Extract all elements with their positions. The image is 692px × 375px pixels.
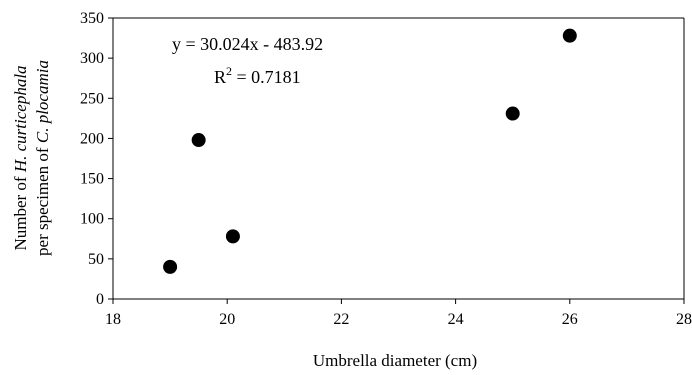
y-tick-label: 300 — [80, 50, 104, 67]
regression-equation: y = 30.024x - 483.92 — [172, 34, 323, 54]
r-squared-value: = 0.7181 — [232, 67, 301, 87]
data-point — [163, 259, 178, 274]
data-points — [163, 28, 577, 274]
y-tick-label: 50 — [88, 251, 104, 268]
x-axis-title: Umbrella diameter (cm) — [313, 351, 477, 370]
data-point — [562, 28, 577, 43]
r-squared: R2 = 0.7181 — [214, 64, 301, 87]
y-tick-label: 200 — [80, 130, 104, 147]
y-tick-label: 250 — [80, 90, 104, 107]
data-point — [225, 229, 240, 244]
y-axis-title-line2-text: per specimen of — [33, 143, 52, 256]
y-axis-title-line1-species: H. curticephala — [11, 65, 30, 173]
y-axis-title-line1-text: Number of — [11, 172, 30, 250]
data-point — [505, 106, 520, 121]
x-tick-label: 20 — [219, 311, 235, 328]
x-tick-label: 26 — [562, 311, 578, 328]
x-tick-label: 28 — [676, 311, 692, 328]
y-axis-title-line2-species: C. plocamia — [33, 60, 52, 143]
y-tick-label: 350 — [80, 10, 104, 27]
data-point — [191, 133, 206, 148]
x-ticks: 18 20 22 24 26 28 — [105, 299, 692, 328]
y-ticks: 0 50 100 150 200 250 300 350 — [80, 10, 113, 308]
svg-text:per specimen of C. plocamia: per specimen of C. plocamia — [33, 60, 52, 256]
y-axis-title: Number of H. curticephala per specimen o… — [11, 60, 52, 256]
plot-frame — [112, 17, 685, 300]
y-tick-label: 0 — [96, 291, 104, 308]
r-squared-exponent: 2 — [226, 64, 232, 78]
svg-text:Number of H. curticephala: Number of H. curticephala — [11, 65, 30, 250]
x-tick-label: 18 — [105, 311, 121, 328]
y-tick-label: 100 — [80, 211, 104, 228]
y-tick-label: 150 — [80, 171, 104, 188]
r-squared-prefix: R — [214, 67, 226, 87]
x-tick-label: 24 — [448, 311, 464, 328]
x-tick-label: 22 — [333, 311, 349, 328]
